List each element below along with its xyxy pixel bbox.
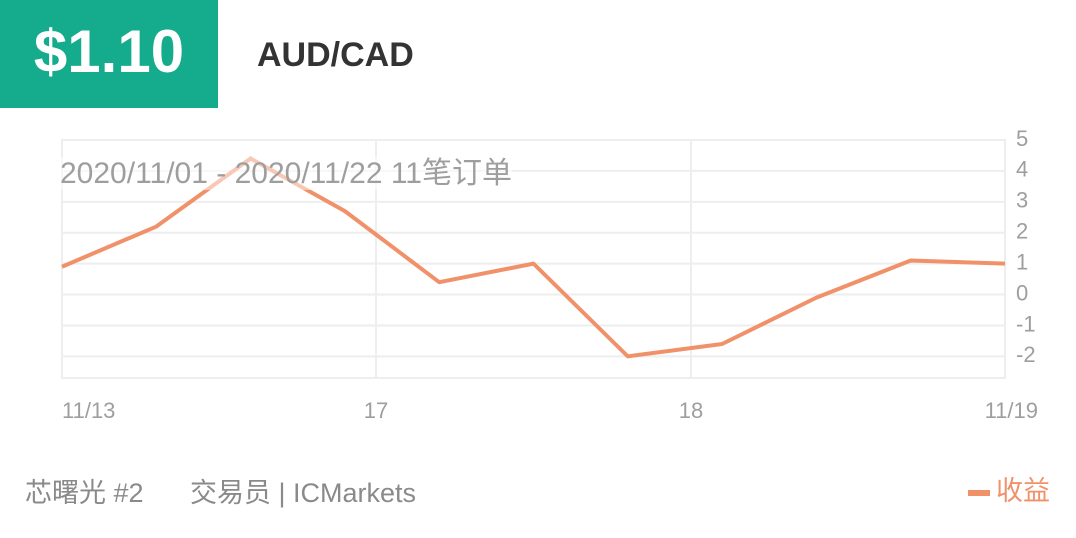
y-tick-label: 4 xyxy=(1016,157,1028,182)
broker: 交易员 | ICMarkets xyxy=(190,478,416,508)
plot: 5 4 3 2 1 0 -1 -2 11/13 17 18 11/19 2020/11/01 - 202… xyxy=(60,126,1050,506)
price: $1.10 xyxy=(34,18,184,85)
y-tick-label: 2 xyxy=(1016,219,1028,244)
x-tick-label: 11/13 xyxy=(62,398,115,423)
y-tick-label: -2 xyxy=(1016,342,1036,367)
y-tick-label: 1 xyxy=(1016,249,1028,274)
x-tick-label: 18 xyxy=(679,398,703,423)
subtitle: 2020/11/01 - 2020/11/22 11笔订单 xyxy=(60,157,512,190)
y-tick-label: 3 xyxy=(1016,188,1028,213)
x-tick-label: 11/19 xyxy=(985,398,1038,423)
y-tick-label: -1 xyxy=(1016,311,1036,336)
subtitle-backdrop xyxy=(60,156,512,190)
legend-label: 收益 xyxy=(996,476,1050,506)
pair: AUD/CAD xyxy=(257,36,414,74)
y-tick-label: 0 xyxy=(1016,280,1028,305)
y-tick-label: 5 xyxy=(1016,126,1028,151)
price-badge xyxy=(0,0,218,108)
x-tick-label: 17 xyxy=(364,398,388,423)
trader: 芯曙光 #2 xyxy=(25,478,144,508)
